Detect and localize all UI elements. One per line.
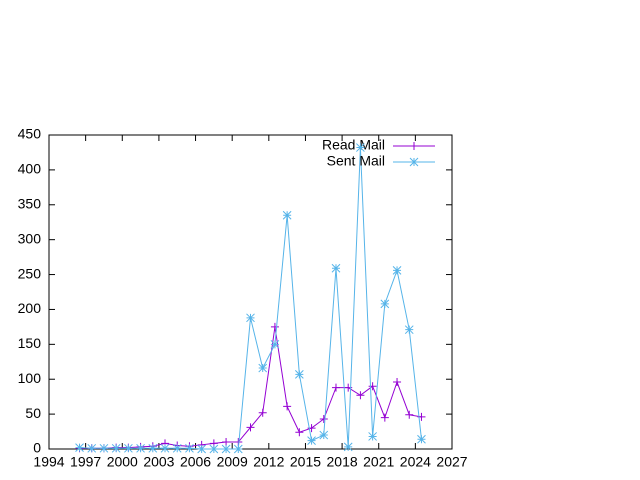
- point-marker: [294, 369, 304, 379]
- point-marker: [160, 443, 170, 453]
- point-marker: [356, 391, 365, 400]
- y-tick-label: 200: [18, 300, 42, 316]
- x-tick-label: 2018: [327, 454, 358, 470]
- y-tick-label: 450: [18, 126, 42, 142]
- point-marker: [331, 383, 340, 392]
- x-tick-label: 2021: [363, 454, 394, 470]
- x-tick-label: 2000: [107, 454, 138, 470]
- y-tick-label: 0: [33, 440, 41, 456]
- point-marker: [307, 436, 316, 445]
- x-tick-label: 1994: [33, 454, 64, 470]
- x-tick-label: 2027: [436, 454, 467, 470]
- x-tick-label: 2012: [253, 454, 284, 470]
- point-marker: [233, 444, 243, 454]
- legend-marker: [410, 142, 418, 150]
- point-marker: [99, 443, 109, 453]
- point-marker: [356, 143, 365, 152]
- y-tick-label: 350: [18, 195, 42, 211]
- y-tick-label: 400: [18, 161, 42, 177]
- y-tick-label: 150: [18, 335, 42, 351]
- series-line: [79, 147, 422, 450]
- point-marker: [270, 322, 279, 331]
- point-marker: [197, 444, 207, 454]
- y-tick-label: 250: [18, 265, 42, 281]
- y-tick-label: 300: [18, 230, 42, 246]
- point-marker: [221, 444, 231, 454]
- point-marker: [295, 428, 304, 437]
- point-marker: [75, 443, 84, 452]
- point-marker: [331, 263, 341, 273]
- point-marker: [319, 430, 329, 440]
- point-marker: [246, 423, 255, 432]
- point-marker: [136, 443, 145, 453]
- point-marker: [258, 408, 267, 417]
- legend-label: Read Mail: [322, 137, 385, 153]
- point-marker: [87, 443, 97, 453]
- point-marker: [270, 339, 280, 349]
- point-marker: [392, 266, 402, 275]
- point-marker: [185, 443, 194, 453]
- point-marker: [246, 313, 255, 323]
- point-marker: [404, 325, 414, 335]
- point-marker: [283, 402, 292, 411]
- point-marker: [209, 444, 219, 454]
- point-marker: [319, 414, 328, 423]
- point-marker: [124, 443, 133, 453]
- x-tick-label: 2024: [400, 454, 431, 470]
- legend-label: Sent Mail: [327, 153, 385, 169]
- point-marker: [222, 438, 231, 447]
- x-tick-label: 2003: [143, 454, 174, 470]
- x-tick-label: 2015: [290, 454, 321, 470]
- x-tick-label: 2009: [217, 454, 248, 470]
- point-marker: [343, 442, 353, 452]
- x-tick-label: 1997: [70, 454, 101, 470]
- point-marker: [258, 363, 268, 373]
- point-marker: [148, 443, 158, 453]
- plot-border: [48, 134, 453, 450]
- y-tick-label: 100: [18, 370, 42, 386]
- point-marker: [282, 210, 292, 220]
- legend-marker: [409, 157, 419, 167]
- x-tick-label: 2006: [180, 454, 211, 470]
- point-marker: [380, 299, 390, 309]
- point-marker: [405, 410, 414, 419]
- point-marker: [172, 443, 182, 453]
- point-marker: [417, 434, 426, 444]
- point-marker: [368, 382, 377, 391]
- point-marker: [368, 432, 377, 441]
- point-marker: [111, 443, 121, 453]
- point-marker: [380, 413, 389, 422]
- point-marker: [393, 378, 402, 387]
- y-tick-label: 50: [25, 405, 41, 421]
